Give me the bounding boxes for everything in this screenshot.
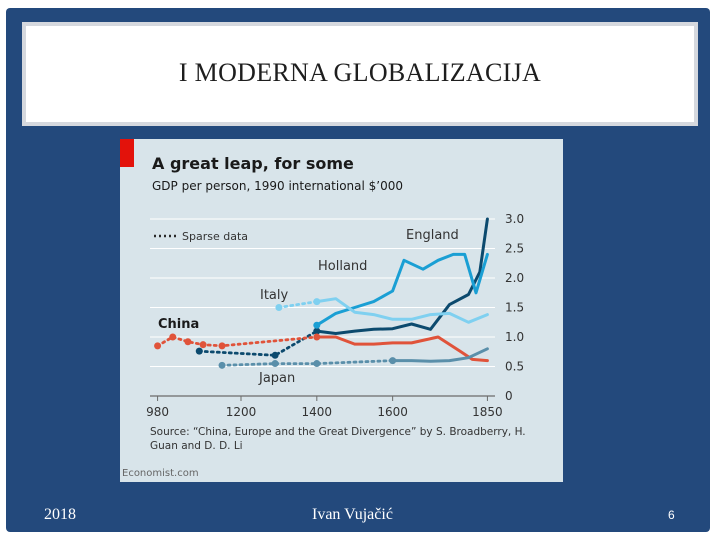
italy-start-point	[313, 298, 321, 306]
footer-year: 2018	[44, 506, 76, 523]
italy-sparse-point-0	[275, 304, 283, 311]
label-china: China	[158, 317, 199, 332]
page-number: 6	[668, 508, 675, 522]
x-tick-label-1: 1200	[226, 405, 257, 419]
label-japan: Japan	[258, 371, 295, 386]
footer-author: Ivan Vujačić	[312, 506, 393, 523]
label-england: England	[406, 228, 459, 243]
x-tick-labels: 980 1200 1400 1600 1850	[146, 405, 503, 419]
chart-subtitle: GDP per person, 1990 international $’000	[152, 179, 403, 193]
italy-sparse-line	[277, 300, 319, 309]
legend-sparse-label: Sparse data	[182, 230, 248, 243]
x-tick-label-3: 1600	[377, 405, 408, 419]
china-sparse-point-4	[218, 342, 226, 350]
chart-panel: A great leap, for some GDP per person, 1…	[120, 139, 563, 482]
japan-line	[391, 347, 489, 363]
england-line	[315, 217, 489, 335]
label-italy: Italy	[260, 288, 289, 303]
x-tick-label-4: 1850	[472, 405, 503, 419]
y-tick-label-2: 2.0	[505, 271, 524, 285]
china-start-point	[313, 333, 321, 341]
china-sparse-point-0	[154, 342, 162, 350]
y-tick-label-0: 3.0	[505, 212, 524, 226]
y-tick-labels: 3.0 2.5 2.0 1.5 1.0 0.5 0	[505, 212, 524, 403]
japan-start-point	[389, 357, 397, 365]
england-sparse-point-0	[195, 347, 203, 355]
x-tick-label-0: 980	[146, 405, 169, 419]
economist-red-tab	[120, 139, 134, 167]
japan-sparse-point-1	[271, 360, 279, 368]
y-tick-label-1: 2.5	[505, 242, 524, 256]
y-tick-label-4: 1.0	[505, 330, 524, 344]
holland-start-point	[313, 321, 321, 329]
y-tick-label-5: 0.5	[505, 360, 524, 374]
japan-sparse-line	[220, 359, 395, 367]
china-line	[315, 335, 489, 363]
china-sparse-point-2	[184, 338, 192, 346]
slide-title: I MODERNA GLOBALIZACIJA	[178, 58, 542, 87]
y-tick-label-6: 0	[505, 389, 513, 403]
title-box: I MODERNA GLOBALIZACIJA	[22, 22, 698, 126]
japan-sparse-point-0	[218, 361, 226, 369]
chart-source-text: Source: “China, Europe and the Great Div…	[150, 426, 526, 452]
y-tick-label-3: 1.5	[505, 301, 524, 315]
chart-credit: Economist.com	[122, 468, 199, 479]
label-holland: Holland	[318, 259, 367, 274]
england-sparse-point-1	[271, 351, 279, 359]
italy-line	[315, 297, 489, 324]
chart-svg: A great leap, for some GDP per person, 1…	[122, 154, 526, 479]
x-tick-label-2: 1400	[302, 405, 333, 419]
chart-title: A great leap, for some	[152, 154, 354, 173]
england-start-point	[313, 327, 321, 335]
gridlines	[150, 218, 495, 401]
china-sparse-point-1	[169, 333, 177, 341]
china-sparse-point-3	[199, 341, 207, 349]
japan-sparse-point-2	[313, 360, 321, 368]
series-layer	[154, 217, 489, 369]
chart-source: Source: “China, Europe and the Great Div…	[150, 426, 526, 452]
